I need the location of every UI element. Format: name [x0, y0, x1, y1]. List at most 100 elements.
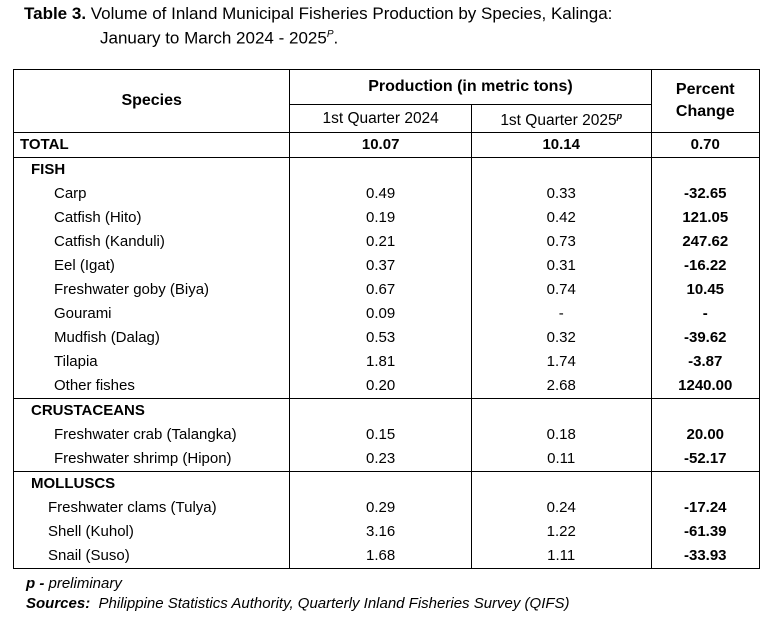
table-row: Gourami 0.09- - [12, 302, 761, 327]
percent-change: -32.65 [650, 182, 761, 207]
empty-cell [650, 471, 761, 497]
value-q2025: 1.74 [470, 350, 652, 375]
empty-cell [650, 157, 761, 183]
value-q2024: 3.16 [289, 520, 472, 545]
percent-change: -39.62 [650, 326, 761, 351]
title-line-2: January to March 2024 - 2025P. [24, 24, 612, 49]
category-row-molluscs: MOLLUSCS [12, 471, 761, 497]
category-label: CRUSTACEANS [12, 398, 291, 424]
header-production: Production (in metric tons) [289, 69, 652, 105]
value-q2025: - [470, 302, 652, 327]
species-name: Eel (Igat) [12, 254, 291, 279]
header-percent: Percent [675, 81, 735, 99]
total-q2024: 10.07 [289, 132, 472, 159]
value-q2024: 0.23 [289, 447, 472, 472]
header-change: Change [675, 103, 735, 121]
title-period: January to March 2024 - 2025 [100, 28, 327, 48]
value-q2025: 0.31 [470, 254, 652, 279]
header-preliminary-mark: p [616, 111, 623, 121]
empty-cell [470, 157, 652, 183]
percent-change: 121.05 [650, 206, 761, 231]
value-q2025: 0.73 [470, 230, 652, 255]
species-name: Freshwater clams (Tulya) [12, 496, 291, 521]
percent-change: -33.93 [650, 544, 761, 570]
header-q1-2025: 1st Quarter 2025p [470, 103, 652, 134]
table-row: Shell (Kuhol) 3.16 1.22 -61.39 [12, 520, 761, 545]
species-name: Catfish (Hito) [12, 206, 291, 231]
value-q2024: 1.81 [289, 350, 472, 375]
value-q2024: 0.21 [289, 230, 472, 255]
value-q2024: 0.09 [289, 302, 472, 327]
table-body: TOTAL 10.07 10.14 0.70 FISH Carp 0.49 0.33-… [12, 132, 761, 570]
species-name: Freshwater crab (Talangka) [12, 423, 291, 448]
species-name: Freshwater shrimp (Hipon) [12, 447, 291, 472]
table-title: Table 3. Volume of Inland Municipal Fish… [24, 3, 612, 49]
category-row-crustaceans: CRUSTACEANS [12, 398, 761, 424]
table-notes: p - preliminary Sources: Philippine Stat… [26, 574, 570, 614]
value-q2025: 0.18 [470, 423, 652, 448]
species-name: Shell (Kuhol) [12, 520, 291, 545]
percent-change: -17.24 [650, 496, 761, 521]
percent-change: 20.00 [650, 423, 761, 448]
sources-key: Sources: [26, 595, 91, 612]
header-q1-2024: 1st Quarter 2024 [289, 103, 472, 134]
category-label: FISH [12, 157, 291, 183]
preliminary-text: preliminary [48, 575, 122, 592]
value-q2025: 0.74 [470, 278, 652, 303]
table-row: Catfish (Hito) 0.19 0.42 121.05 [12, 206, 761, 231]
preliminary-key: p - [26, 575, 49, 592]
preliminary-note: p - preliminary [26, 574, 570, 594]
percent-change: 10.45 [650, 278, 761, 303]
percent-change: -3.87 [650, 350, 761, 375]
value-q2024: 0.37 [289, 254, 472, 279]
table-row: Other fishes 0.20 2.68 1240.00 [12, 374, 761, 399]
species-name: Mudfish (Dalag) [12, 326, 291, 351]
title-period-end: . [333, 28, 339, 48]
value-q2025: 0.11 [470, 447, 652, 472]
value-q2024: 1.68 [289, 544, 472, 570]
table-row: Eel (Igat) 0.37 0.31 -16.22 [12, 254, 761, 279]
value-q2024: 0.49 [289, 182, 472, 207]
percent-change: -16.22 [650, 254, 761, 279]
table-row: Mudfish (Dalag) 0.53 0.32 -39.62 [12, 326, 761, 351]
total-label: TOTAL [12, 132, 291, 159]
empty-cell [470, 471, 652, 497]
sources-note: Sources: Philippine Statistics Authority… [26, 594, 570, 614]
value-q2024: 0.15 [289, 423, 472, 448]
total-q2025: 10.14 [470, 132, 652, 159]
sources-text: Philippine Statistics Authority, Quarter… [90, 595, 570, 612]
table-row: Freshwater shrimp (Hipon) 0.23 0.11 -52.17 [12, 447, 761, 472]
table-row: Freshwater goby (Biya) 0.67 0.74 10.45 [12, 278, 761, 303]
empty-cell [289, 398, 472, 424]
species-name: Catfish (Kanduli) [12, 230, 291, 255]
percent-change: - [650, 302, 761, 327]
value-q2024: 0.20 [289, 374, 472, 399]
value-q2025: 2.68 [470, 374, 652, 399]
total-row: TOTAL 10.07 10.14 0.70 [12, 132, 761, 159]
species-name: Other fishes [12, 374, 291, 399]
category-row-fish: FISH [12, 157, 761, 183]
value-q2024: 0.29 [289, 496, 472, 521]
species-name: Snail (Suso) [12, 544, 291, 570]
value-q2025: 0.24 [470, 496, 652, 521]
table-row: Freshwater clams (Tulya) 0.29 0.24 -17.24 [12, 496, 761, 521]
title-line-1: Volume of Inland Municipal Fisheries Pro… [86, 4, 613, 23]
table-number: Table 3. [24, 4, 87, 23]
value-q2025: 0.42 [470, 206, 652, 231]
value-q2025: 1.22 [470, 520, 652, 545]
empty-cell [289, 157, 472, 183]
empty-cell [470, 398, 652, 424]
table-row: Snail (Suso) 1.68 1.11 -33.93 [12, 544, 761, 570]
value-q2024: 0.67 [289, 278, 472, 303]
table-row: Tilapia 1.81 1.74 -3.87 [12, 350, 761, 375]
percent-change: 1240.00 [650, 374, 761, 399]
value-q2024: 0.53 [289, 326, 472, 351]
total-pct: 0.70 [650, 132, 761, 159]
percent-change: -52.17 [650, 447, 761, 472]
percent-change: 247.62 [650, 230, 761, 255]
value-q2024: 0.19 [289, 206, 472, 231]
title-preliminary-mark: P [326, 29, 334, 40]
empty-cell [289, 471, 472, 497]
header-q1-2025-label: 1st Quarter 2025 [500, 112, 617, 130]
fisheries-production-table: Species Production (in metric tons) Perc… [12, 68, 761, 570]
